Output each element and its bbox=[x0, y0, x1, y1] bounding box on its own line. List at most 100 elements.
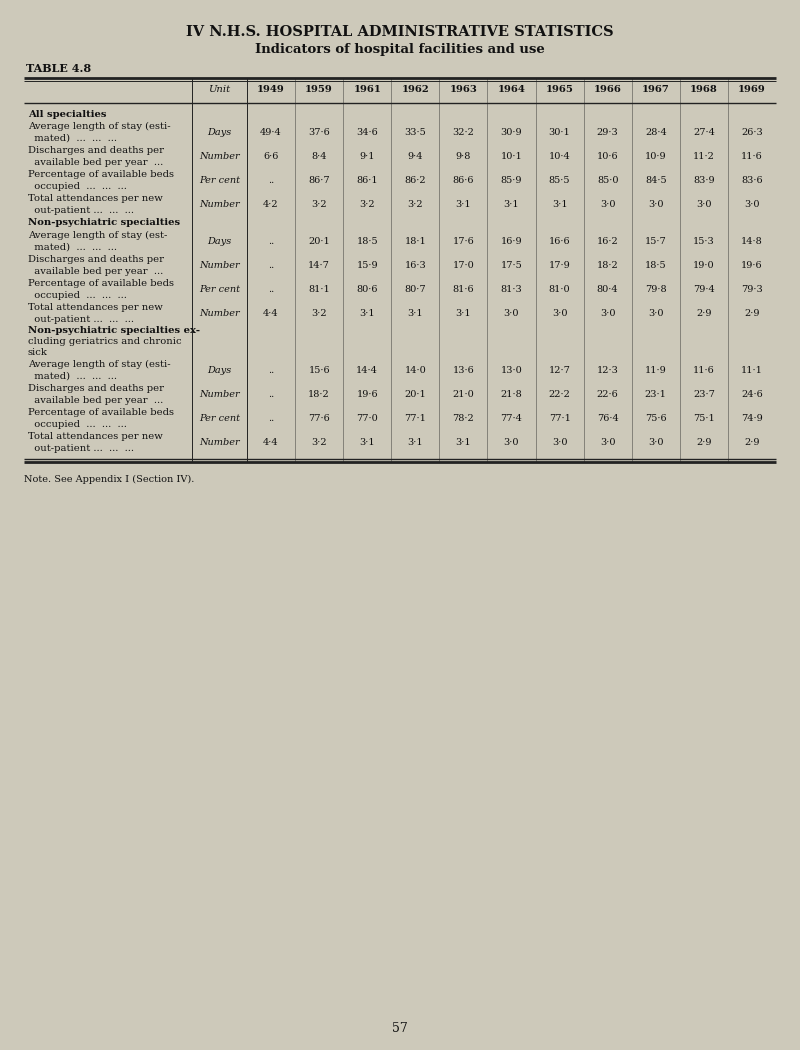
Text: 13·0: 13·0 bbox=[501, 366, 522, 375]
Text: 3·0: 3·0 bbox=[504, 438, 519, 447]
Text: 14·0: 14·0 bbox=[405, 366, 426, 375]
Text: 16·3: 16·3 bbox=[405, 260, 426, 270]
Text: 11·9: 11·9 bbox=[645, 366, 666, 375]
Text: 15·7: 15·7 bbox=[645, 236, 666, 246]
Text: Note. See Appendix I (Section IV).: Note. See Appendix I (Section IV). bbox=[24, 475, 194, 484]
Text: 3·0: 3·0 bbox=[648, 438, 663, 447]
Text: 28·4: 28·4 bbox=[645, 128, 666, 136]
Text: 21·8: 21·8 bbox=[501, 390, 522, 399]
Text: mated)  ...  ...  ...: mated) ... ... ... bbox=[28, 134, 117, 143]
Text: 1965: 1965 bbox=[546, 85, 574, 94]
Text: 2·9: 2·9 bbox=[744, 309, 760, 317]
Text: TABLE 4.8: TABLE 4.8 bbox=[26, 63, 91, 74]
Text: 49·4: 49·4 bbox=[260, 128, 282, 136]
Text: 3·1: 3·1 bbox=[359, 309, 375, 317]
Text: 85·9: 85·9 bbox=[501, 176, 522, 185]
Text: 86·2: 86·2 bbox=[405, 176, 426, 185]
Text: 81·6: 81·6 bbox=[453, 285, 474, 294]
Text: 14·4: 14·4 bbox=[356, 366, 378, 375]
Text: 16·2: 16·2 bbox=[597, 236, 618, 246]
Text: 17·9: 17·9 bbox=[549, 260, 570, 270]
Text: 3·2: 3·2 bbox=[311, 200, 327, 209]
Text: Average length of stay (esti-: Average length of stay (esti- bbox=[28, 360, 170, 369]
Text: Discharges and deaths per: Discharges and deaths per bbox=[28, 146, 164, 155]
Text: 20·1: 20·1 bbox=[308, 236, 330, 246]
Text: Non-psychiatric specialties ex-: Non-psychiatric specialties ex- bbox=[28, 327, 200, 335]
Text: 9·4: 9·4 bbox=[407, 152, 423, 161]
Text: 3·0: 3·0 bbox=[552, 309, 567, 317]
Text: 1968: 1968 bbox=[690, 85, 718, 94]
Text: 3·1: 3·1 bbox=[552, 200, 567, 209]
Text: out-patient ...  ...  ...: out-patient ... ... ... bbox=[28, 206, 134, 215]
Text: 86·7: 86·7 bbox=[308, 176, 330, 185]
Text: 14·7: 14·7 bbox=[308, 260, 330, 270]
Text: 14·8: 14·8 bbox=[741, 236, 763, 246]
Text: 18·5: 18·5 bbox=[645, 260, 666, 270]
Text: 3·2: 3·2 bbox=[359, 200, 375, 209]
Text: 29·3: 29·3 bbox=[597, 128, 618, 136]
Text: Percentage of available beds: Percentage of available beds bbox=[28, 408, 174, 417]
Text: Days: Days bbox=[207, 366, 232, 375]
Text: 1963: 1963 bbox=[450, 85, 478, 94]
Text: 81·0: 81·0 bbox=[549, 285, 570, 294]
Text: mated)  ...  ...  ...: mated) ... ... ... bbox=[28, 372, 117, 381]
Text: 3·1: 3·1 bbox=[455, 438, 471, 447]
Text: 12·7: 12·7 bbox=[549, 366, 570, 375]
Text: 10·1: 10·1 bbox=[501, 152, 522, 161]
Text: 76·4: 76·4 bbox=[597, 414, 618, 423]
Text: 10·9: 10·9 bbox=[645, 152, 666, 161]
Text: 83·9: 83·9 bbox=[693, 176, 714, 185]
Text: 3·0: 3·0 bbox=[504, 309, 519, 317]
Text: 3·2: 3·2 bbox=[407, 200, 423, 209]
Text: 22·6: 22·6 bbox=[597, 390, 618, 399]
Text: 1964: 1964 bbox=[498, 85, 526, 94]
Text: occupied  ...  ...  ...: occupied ... ... ... bbox=[28, 420, 127, 429]
Text: 3·1: 3·1 bbox=[407, 309, 423, 317]
Text: 17·0: 17·0 bbox=[453, 260, 474, 270]
Text: Days: Days bbox=[207, 236, 232, 246]
Text: 3·0: 3·0 bbox=[648, 200, 663, 209]
Text: 79·3: 79·3 bbox=[741, 285, 763, 294]
Text: 16·6: 16·6 bbox=[549, 236, 570, 246]
Text: 86·6: 86·6 bbox=[453, 176, 474, 185]
Text: 18·1: 18·1 bbox=[405, 236, 426, 246]
Text: Discharges and deaths per: Discharges and deaths per bbox=[28, 254, 164, 264]
Text: 3·0: 3·0 bbox=[648, 309, 663, 317]
Text: 85·5: 85·5 bbox=[549, 176, 570, 185]
Text: 79·4: 79·4 bbox=[693, 285, 714, 294]
Text: 4·4: 4·4 bbox=[263, 309, 279, 317]
Text: 1962: 1962 bbox=[402, 85, 429, 94]
Text: Number: Number bbox=[199, 200, 240, 209]
Text: Indicators of hospital facilities and use: Indicators of hospital facilities and us… bbox=[255, 43, 545, 57]
Text: 80·4: 80·4 bbox=[597, 285, 618, 294]
Text: 3·0: 3·0 bbox=[600, 309, 615, 317]
Text: available bed per year  ...: available bed per year ... bbox=[28, 267, 163, 275]
Text: 3·1: 3·1 bbox=[359, 438, 375, 447]
Text: available bed per year  ...: available bed per year ... bbox=[28, 396, 163, 405]
Text: 75·1: 75·1 bbox=[693, 414, 714, 423]
Text: 78·2: 78·2 bbox=[453, 414, 474, 423]
Text: 27·4: 27·4 bbox=[693, 128, 715, 136]
Text: Discharges and deaths per: Discharges and deaths per bbox=[28, 384, 164, 393]
Text: 2·9: 2·9 bbox=[696, 438, 712, 447]
Text: 3·0: 3·0 bbox=[744, 200, 760, 209]
Text: 11·6: 11·6 bbox=[693, 366, 714, 375]
Text: Unit: Unit bbox=[209, 85, 230, 94]
Text: Number: Number bbox=[199, 309, 240, 317]
Text: 17·5: 17·5 bbox=[501, 260, 522, 270]
Text: 3·1: 3·1 bbox=[504, 200, 519, 209]
Text: 85·0: 85·0 bbox=[597, 176, 618, 185]
Text: 84·5: 84·5 bbox=[645, 176, 666, 185]
Text: 3·0: 3·0 bbox=[696, 200, 712, 209]
Text: 18·2: 18·2 bbox=[308, 390, 330, 399]
Text: 3·0: 3·0 bbox=[600, 438, 615, 447]
Text: ..: .. bbox=[268, 236, 274, 246]
Text: cluding geriatrics and chronic: cluding geriatrics and chronic bbox=[28, 337, 182, 346]
Text: 1959: 1959 bbox=[306, 85, 333, 94]
Text: 13·6: 13·6 bbox=[453, 366, 474, 375]
Text: 33·5: 33·5 bbox=[405, 128, 426, 136]
Text: 11·2: 11·2 bbox=[693, 152, 715, 161]
Text: Average length of stay (esti-: Average length of stay (esti- bbox=[28, 122, 170, 131]
Text: 77·0: 77·0 bbox=[356, 414, 378, 423]
Text: 1967: 1967 bbox=[642, 85, 670, 94]
